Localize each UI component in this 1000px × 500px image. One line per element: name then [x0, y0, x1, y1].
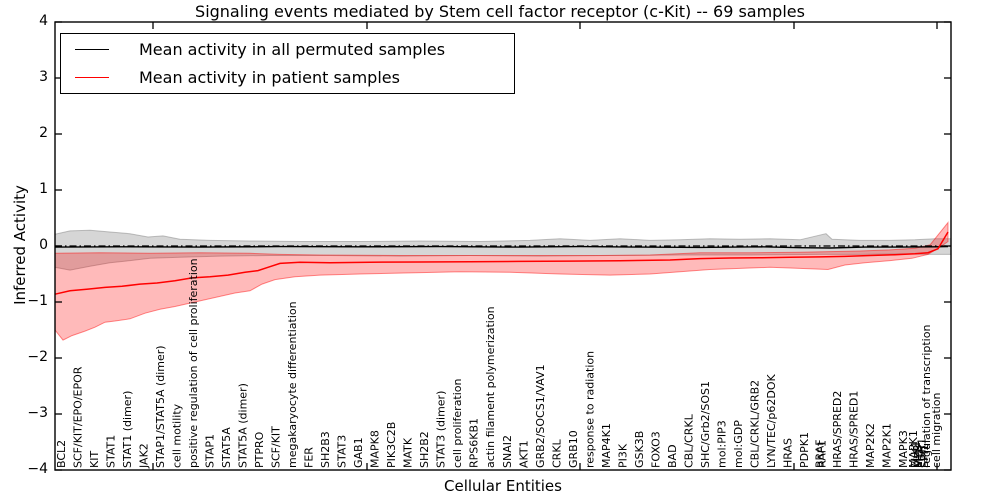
legend-label: Mean activity in patient samples	[139, 68, 400, 88]
x-tick-label: cell proliferation	[451, 378, 465, 468]
x-tick-label: CRKL	[550, 439, 564, 468]
x-tick-label: mol:GDP	[731, 420, 745, 468]
y-tick-label: −2	[27, 349, 48, 365]
x-tick-label: PTPRO	[253, 431, 267, 468]
confidence-band	[54, 229, 952, 271]
confidence-band	[54, 221, 949, 341]
x-tick-label: SCF/KIT/EPO/EPOR	[71, 366, 85, 468]
x-tick-label: STAT5A	[220, 427, 234, 468]
legend-item-patient: Mean activity in patient samples	[61, 65, 514, 91]
x-tick-label: BAD	[665, 444, 679, 468]
x-tick-label: SNAI2	[500, 435, 514, 468]
x-tick-label: cell motility	[170, 403, 184, 468]
x-tick-label: SCF/KIT	[269, 426, 283, 468]
x-tick-label: RPS6KB1	[467, 417, 481, 468]
y-tick-label: −1	[27, 293, 48, 309]
y-tick-label: 4	[39, 13, 48, 29]
x-tick-label: STAT3 (dimer)	[434, 390, 448, 468]
x-tick-label: response to radiation	[583, 350, 597, 468]
x-tick-label: HRAS/SPRED1	[847, 390, 861, 468]
x-tick-label: SHC/Grb2/SOS1	[698, 381, 712, 468]
x-tick-label: SH2B3	[319, 431, 333, 468]
legend-label: Mean activity in all permuted samples	[139, 39, 446, 59]
y-tick-label: 3	[39, 69, 48, 85]
x-tick-label: PIK3C2B	[385, 421, 399, 468]
legend-item-permuted: Mean activity in all permuted samples	[61, 36, 514, 62]
x-tick-label: MATK	[401, 437, 415, 468]
y-tick-label: −3	[27, 405, 48, 421]
x-tick-label: megakaryocyte differentiation	[286, 301, 300, 468]
x-tick-label: MAP2K2	[864, 423, 877, 468]
x-tick-label: MAP4K1	[599, 423, 613, 468]
x-tick-label: STAP1	[203, 433, 217, 468]
x-tick-label: MAPK8	[368, 430, 382, 468]
x-tick-label: CBL/CRKL	[682, 414, 696, 468]
y-axis-title: Inferred Activity	[11, 185, 29, 305]
legend: Mean activity in all permuted samples Me…	[60, 33, 515, 94]
x-tick-label: AKT1	[517, 440, 531, 468]
x-tick-label: FOXO3	[649, 431, 663, 468]
permuted-mean-line	[54, 245, 949, 249]
x-tick-label: BCL2	[55, 439, 68, 468]
x-tick-label: HRAS	[781, 438, 795, 468]
x-tick-label: GRB10	[566, 430, 580, 468]
x-tick-label: CBL/CRKL/GRB2	[748, 379, 762, 468]
x-tick-label: MAP2K1	[880, 423, 894, 468]
x-tick-label: HRAS/SPRED2	[830, 390, 844, 468]
y-tick-label: −4	[27, 461, 48, 477]
x-tick-label: STAT5A (dimer)	[236, 383, 250, 468]
x-tick-label: LYN/TEC/p62DOK	[764, 374, 778, 468]
x-tick-label: FER	[302, 447, 316, 468]
black-line-sample	[75, 48, 109, 50]
x-tick-label: RAF1	[815, 439, 829, 468]
x-tick-label: STAP1/STAT5A (dimer)	[154, 345, 168, 468]
x-tick-label: actin filament polymerization	[484, 306, 498, 468]
x-tick-label: PI3K	[616, 443, 630, 468]
x-tick-label: GSK3B	[632, 430, 646, 468]
red-line-sample	[75, 77, 109, 79]
x-tick-label: positive regulation of cell proliferatio…	[187, 258, 201, 468]
y-tick-label: 1	[39, 181, 48, 197]
y-tick-label: 2	[39, 125, 48, 141]
x-tick-label: GAB1	[352, 437, 366, 468]
x-tick-label: STAT1 (dimer)	[121, 390, 134, 468]
x-tick-label: PDPK1	[797, 432, 811, 468]
x-tick-label: GRB2/SOCS1/VAV1	[533, 364, 547, 468]
x-tick-label: SH2B2	[418, 431, 432, 468]
y-tick-label: 0	[39, 237, 48, 253]
x-tick-label: KIT	[88, 450, 101, 468]
chart-title: Signaling events mediated by Stem cell f…	[195, 2, 805, 21]
x-axis-title: Cellular Entities	[444, 477, 562, 495]
x-tick-label: STAT3	[335, 434, 349, 468]
x-tick-label: JAK2	[137, 443, 151, 468]
x-tick-label: cell migration	[930, 392, 943, 468]
x-tick-label: mol:PIP3	[715, 420, 729, 468]
x-tick-label: STAT1	[104, 434, 118, 468]
patient-mean-line	[54, 231, 949, 295]
